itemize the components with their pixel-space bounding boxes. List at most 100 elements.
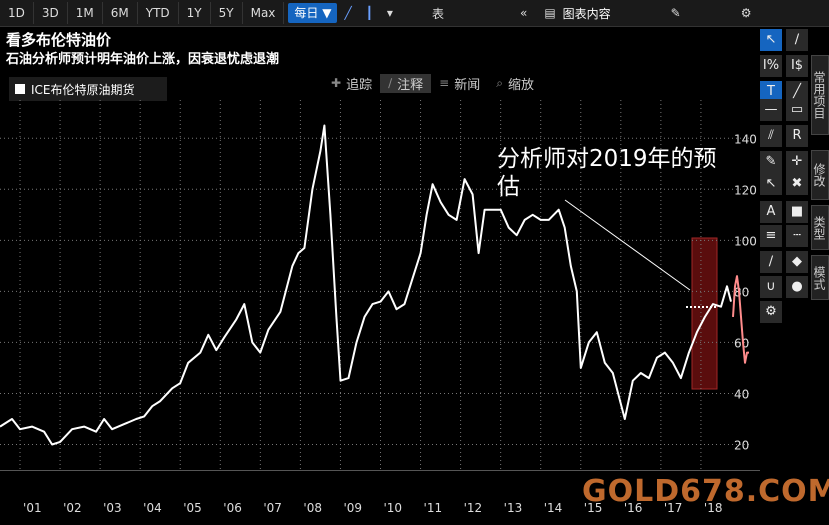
legend-swatch — [15, 84, 25, 94]
x-tick-label: '01 — [23, 501, 42, 515]
trendline-icon[interactable]: ╱ — [786, 81, 808, 103]
rectangle-icon[interactable]: ▭ — [786, 99, 808, 121]
x-tick-label: '06 — [223, 501, 242, 515]
news-label: 新闻 — [454, 77, 481, 93]
range-max[interactable]: Max — [243, 2, 285, 24]
chart-tools: ✚ 追踪 ∕ 注释 ≡ 新闻 ⌕ 缩放 — [323, 72, 542, 94]
x-tick-label: '05 — [183, 501, 202, 515]
retracement-icon[interactable]: R — [786, 125, 808, 147]
line-style-icon[interactable]: ┄ — [786, 225, 808, 247]
pen-icon[interactable]: ✎ — [760, 151, 782, 173]
x-tick-label: '17 — [664, 501, 683, 515]
news-button[interactable]: ≡ 新闻 — [431, 74, 488, 93]
chart-contents-icon: ▤ — [544, 6, 556, 20]
zoom-button[interactable]: ⌕ 缩放 — [488, 74, 542, 93]
series-line-forecast — [732, 275, 749, 364]
tool-settings-gear-icon[interactable]: ⚙ — [760, 301, 782, 323]
side-tab-mode[interactable]: 模式 — [811, 255, 829, 300]
y-tick-label: 140 — [734, 132, 757, 146]
x-tick-label: '12 — [464, 501, 483, 515]
line-weight-icon[interactable]: ≡ — [760, 225, 782, 247]
x-tick-label: '16 — [624, 501, 643, 515]
draw-line-icon[interactable]: ∕ — [786, 29, 808, 51]
pointer-plus-icon[interactable]: ↖ — [760, 173, 782, 195]
chart-title: 看多布伦特油价 — [6, 31, 112, 49]
line-chart-icon[interactable]: ╱ — [344, 6, 352, 20]
x-tick-label: '15 — [584, 501, 603, 515]
y-tick-label: 20 — [734, 438, 749, 452]
pencil-icon: ∕ — [388, 76, 393, 90]
more-dropdown-icon[interactable]: ▾ — [386, 6, 393, 20]
x-tick-label: '03 — [103, 501, 122, 515]
collapse-icon[interactable]: « — [519, 6, 528, 20]
annotation-label: 分析师对2019年的预估 — [497, 146, 717, 200]
range-1d[interactable]: 1D — [0, 2, 34, 24]
color-palette-icon[interactable]: ● — [786, 276, 808, 298]
dollar-tool-icon[interactable]: I$ — [786, 55, 808, 77]
chart-subtitle: 石油分析师预计明年油价上涨，因衰退忧虑退潮 — [6, 52, 280, 67]
percent-tool-icon[interactable]: I% — [760, 55, 782, 77]
x-tick-label: '08 — [303, 501, 322, 515]
annotation-text: 分析师对2019年的预估 — [497, 145, 727, 201]
news-icon: ≡ — [439, 76, 450, 90]
x-tick-label: '04 — [143, 501, 162, 515]
series-layer — [0, 124, 749, 446]
channel-icon[interactable]: ⫽ — [760, 125, 782, 147]
range-3d[interactable]: 3D — [34, 2, 68, 24]
range-ytd[interactable]: YTD — [138, 2, 179, 24]
font-color-icon[interactable]: A — [760, 201, 782, 223]
settings-gear-icon[interactable]: ⚙ — [740, 6, 752, 20]
x-axis: '01 '02 '03 '04 '05 '06 '07 '08 '09 '10 '11 '12 '13 '… — [23, 501, 722, 515]
range-6m[interactable]: 6M — [103, 2, 138, 24]
annotation-arrow — [564, 199, 691, 291]
legend[interactable]: ICE布伦特原油期货 — [9, 77, 167, 101]
x-tick-label: '14 — [544, 501, 563, 515]
top-toolbar: 1D 3D 1M 6M YTD 1Y 5Y Max 每日 ▼ ╱ ┃ ▾ 表 «… — [0, 0, 829, 27]
trash-icon[interactable]: ✖ — [786, 173, 808, 195]
legend-label: ICE布伦特原油期货 — [31, 82, 135, 97]
range-1y[interactable]: 1Y — [179, 2, 211, 24]
range-1m[interactable]: 1M — [68, 2, 103, 24]
crosshair-icon: ✚ — [331, 76, 342, 90]
range-5y[interactable]: 5Y — [211, 2, 243, 24]
y-tick-label: 40 — [734, 387, 749, 401]
track-label: 追踪 — [346, 77, 373, 93]
side-tab-favorites[interactable]: 常用项目 — [811, 55, 829, 135]
forecast-range-box — [691, 237, 718, 390]
table-button[interactable]: 表 — [431, 6, 444, 21]
annotate-label: 注释 — [397, 77, 424, 93]
x-tick-label: '10 — [384, 501, 403, 515]
x-tick-label: '09 — [343, 501, 362, 515]
frequency-dropdown[interactable]: 每日 ▼ — [288, 3, 338, 23]
watermark-logo: GOLD678.COM — [582, 474, 829, 509]
y-tick-label: 100 — [734, 234, 757, 248]
horizontal-line-icon[interactable]: — — [760, 99, 782, 121]
y-tick-label: 120 — [734, 183, 757, 197]
x-tick-label: '07 — [263, 501, 282, 515]
select-arrow-icon[interactable]: ↖ — [760, 29, 782, 51]
fill-color-icon[interactable]: ■ — [786, 201, 808, 223]
paint-bucket-icon[interactable]: ◆ — [786, 251, 808, 273]
x-tick-label: '13 — [504, 501, 523, 515]
text-tool-icon[interactable]: T — [760, 81, 782, 103]
move-icon[interactable]: ✛ — [786, 151, 808, 173]
edit-icon[interactable]: ✎ — [670, 6, 681, 20]
y-tick-label: 80 — [734, 285, 749, 299]
x-tick-label: '11 — [424, 501, 443, 515]
x-tick-label: '02 — [63, 501, 82, 515]
chart-contents-button[interactable]: 图表内容 — [562, 6, 611, 21]
side-tab-modify[interactable]: 修改 — [811, 150, 829, 200]
annotate-button[interactable]: ∕ 注释 — [380, 73, 432, 93]
grid — [0, 100, 752, 470]
y-axis: 20 40 60 80 100 120 140 — [734, 132, 757, 452]
magnifier-icon: ⌕ — [496, 75, 503, 90]
x-axis-line — [0, 470, 760, 471]
ruler-icon[interactable]: ∕ — [760, 251, 782, 273]
track-button[interactable]: ✚ 追踪 — [323, 74, 380, 93]
side-tab-type[interactable]: 类型 — [811, 205, 829, 250]
magnet-icon[interactable]: ∪ — [760, 276, 782, 298]
bar-chart-icon[interactable]: ┃ — [365, 6, 373, 20]
x-tick-label: '18 — [704, 501, 723, 515]
series-line-brent — [0, 124, 732, 446]
y-tick-label: 60 — [734, 336, 749, 350]
